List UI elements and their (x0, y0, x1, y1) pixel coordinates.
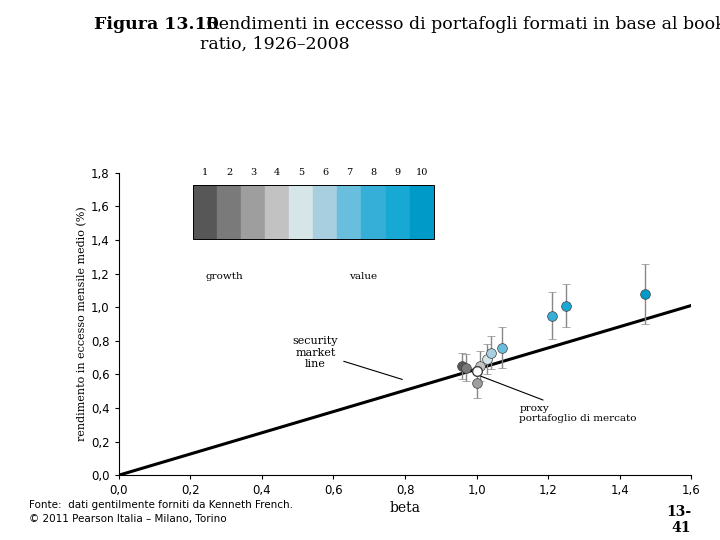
Text: proxy
portafoglio di mercato: proxy portafoglio di mercato (481, 376, 637, 423)
Text: Fonte:  dati gentilmente forniti da Kenneth French.: Fonte: dati gentilmente forniti da Kenne… (29, 500, 293, 510)
X-axis label: beta: beta (390, 502, 420, 515)
Text: security
market
line: security market line (293, 336, 402, 380)
Text: Figura 13.10: Figura 13.10 (94, 16, 218, 33)
Text: 13-
41: 13- 41 (666, 505, 691, 535)
Text: © 2011 Pearson Italia – Milano, Torino: © 2011 Pearson Italia – Milano, Torino (29, 514, 226, 524)
Text: Rendimenti in eccesso di portafogli formati in base al book-to-market
ratio, 192: Rendimenti in eccesso di portafogli form… (200, 16, 720, 53)
Y-axis label: rendimento in eccesso mensile medio (%): rendimento in eccesso mensile medio (%) (76, 207, 87, 441)
